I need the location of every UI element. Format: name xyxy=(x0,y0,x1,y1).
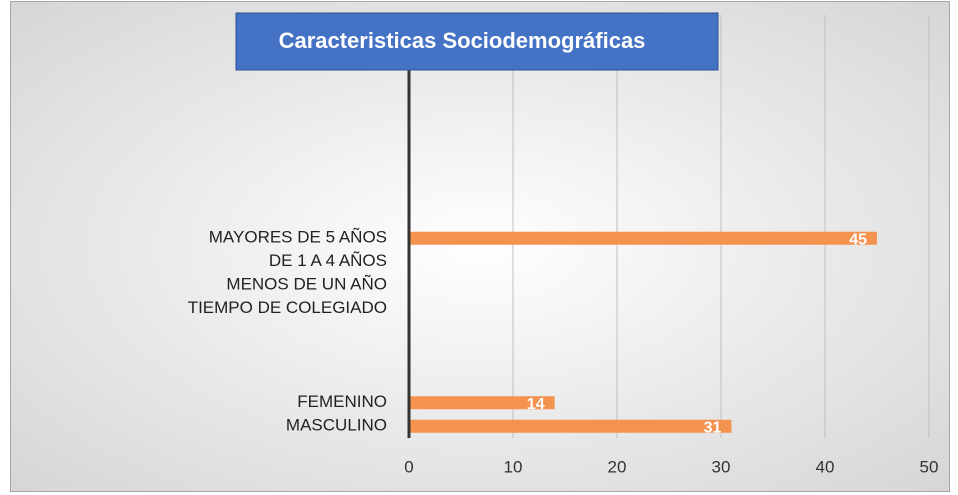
x-tick-label: 0 xyxy=(404,457,413,476)
y-tick-label: MASCULINO xyxy=(286,416,387,435)
data-label: 31 xyxy=(704,419,722,436)
bar xyxy=(409,231,877,245)
data-label: 14 xyxy=(527,396,545,413)
data-label: 45 xyxy=(849,231,867,248)
y-tick-label: DE 1 A 4 AÑOS xyxy=(269,251,387,270)
bar xyxy=(409,396,555,410)
y-tick-label: MENOS DE UN AÑO xyxy=(226,275,387,294)
chart-frame xyxy=(10,1,950,492)
y-tick-label: TIEMPO DE COLEGIADO xyxy=(188,298,387,317)
bar xyxy=(409,419,732,433)
title-box xyxy=(235,12,719,71)
x-tick-label: 10 xyxy=(504,457,523,476)
y-tick-label: FEMENINO xyxy=(297,392,387,411)
y-tick-label: MAYORES DE 5 AÑOS xyxy=(209,228,387,247)
plot-area: 0 10 20 30 40 50 MASCULINO 31 FEMENINO 14 TIEMPO D… xyxy=(188,15,939,476)
chart-title: Caracteristicas Sociodemográficas xyxy=(279,28,646,53)
x-tick-label: 50 xyxy=(920,457,939,476)
x-tick-label: 20 xyxy=(608,457,627,476)
x-tick-label: 40 xyxy=(816,457,835,476)
x-tick-label: 30 xyxy=(712,457,731,476)
